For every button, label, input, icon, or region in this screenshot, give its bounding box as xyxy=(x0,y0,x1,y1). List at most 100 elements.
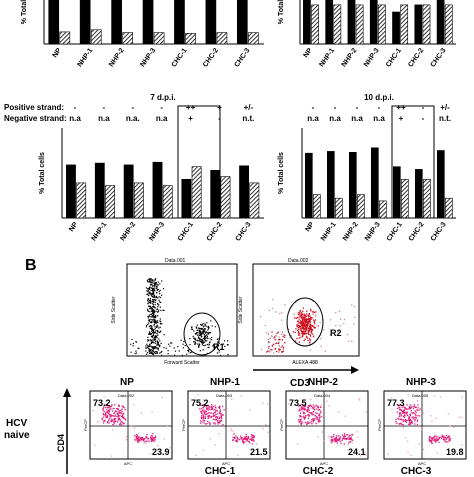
event-dot xyxy=(430,415,432,417)
bar-solid xyxy=(236,0,248,45)
event-dot xyxy=(157,284,159,286)
event-dot xyxy=(404,420,407,422)
event-dot xyxy=(305,333,307,335)
event-dot xyxy=(150,435,153,437)
event-dot xyxy=(299,418,301,421)
event-dot xyxy=(155,326,158,329)
event-dot xyxy=(137,347,139,349)
event-dot xyxy=(199,337,201,339)
event-dot xyxy=(310,332,312,334)
event-dot xyxy=(345,437,347,440)
event-dot xyxy=(210,416,212,418)
event-dot xyxy=(204,323,206,325)
event-dot xyxy=(206,413,208,415)
event-dot xyxy=(226,344,228,346)
quadrant-lr-value: 19.8 xyxy=(446,447,464,457)
event-dot xyxy=(152,306,155,308)
event-dot xyxy=(149,288,151,290)
event-dot xyxy=(159,326,161,328)
event-dot xyxy=(408,418,410,420)
event-dot xyxy=(448,437,450,439)
event-dot xyxy=(223,409,225,411)
event-dot xyxy=(197,345,200,347)
event-dot xyxy=(218,349,220,351)
event-dot xyxy=(92,409,94,412)
event-dot xyxy=(147,345,149,348)
event-dot xyxy=(310,317,312,319)
event-dot xyxy=(116,412,118,415)
event-dot xyxy=(317,436,319,438)
event-dot xyxy=(260,348,263,351)
event-dot xyxy=(155,310,157,313)
event-dot xyxy=(157,321,159,324)
event-dot xyxy=(206,408,208,410)
event-dot xyxy=(201,410,203,413)
event-dot xyxy=(204,344,207,346)
event-dot xyxy=(433,395,436,397)
event-dot xyxy=(116,421,119,423)
event-dot xyxy=(448,438,451,440)
event-dot xyxy=(146,308,149,310)
event-dot xyxy=(156,289,159,291)
event-dot xyxy=(316,412,318,414)
event-dot xyxy=(114,414,116,416)
event-dot xyxy=(118,409,121,412)
event-dot xyxy=(119,411,121,414)
event-dot xyxy=(335,435,338,437)
event-dot xyxy=(232,433,235,436)
event-dot xyxy=(199,422,202,424)
event-dot xyxy=(313,311,316,313)
event-dot xyxy=(202,349,204,351)
event-dot xyxy=(441,434,443,436)
event-dot xyxy=(192,335,194,337)
event-dot xyxy=(150,350,152,352)
event-dot xyxy=(100,402,102,404)
x-tick-label: NHP-3 xyxy=(139,47,157,68)
event-dot xyxy=(449,440,451,442)
event-dot xyxy=(268,350,270,352)
event-dot xyxy=(315,417,317,420)
event-dot xyxy=(217,423,219,425)
event-dot xyxy=(202,326,204,328)
event-dot xyxy=(111,410,114,412)
event-dot xyxy=(151,283,153,285)
x-tick-label: CHC-3 xyxy=(430,221,448,243)
event-dot xyxy=(205,404,208,407)
event-dot xyxy=(153,352,155,354)
event-dot xyxy=(155,300,157,302)
event-dot xyxy=(167,353,169,355)
event-dot xyxy=(153,314,155,316)
event-dot xyxy=(399,423,402,425)
event-dot xyxy=(416,400,419,402)
event-dot xyxy=(365,411,368,413)
event-dot xyxy=(301,335,303,338)
event-dot xyxy=(152,346,154,348)
event-dot xyxy=(298,404,301,407)
event-dot xyxy=(431,441,433,444)
scatter2-points xyxy=(259,299,356,354)
event-dot xyxy=(214,421,217,424)
event-dot xyxy=(307,321,309,323)
event-dot xyxy=(151,326,153,328)
event-dot xyxy=(435,441,437,443)
event-dot xyxy=(121,414,124,416)
event-dot xyxy=(216,338,219,341)
bar-hatched xyxy=(335,197,343,219)
event-dot xyxy=(208,333,210,335)
plot-frame xyxy=(383,390,467,460)
event-dot xyxy=(116,410,118,413)
event-dot xyxy=(202,323,204,325)
event-dot xyxy=(306,315,308,317)
event-dot xyxy=(218,407,221,409)
bar-solid xyxy=(347,0,356,45)
event-dot xyxy=(147,299,149,301)
event-dot xyxy=(152,303,154,305)
event-dot xyxy=(411,422,414,424)
event-dot xyxy=(364,451,366,454)
event-dot xyxy=(444,441,447,443)
event-dot xyxy=(204,412,206,414)
event-dot xyxy=(273,336,276,338)
event-dot xyxy=(250,438,252,441)
event-dot xyxy=(327,436,329,438)
